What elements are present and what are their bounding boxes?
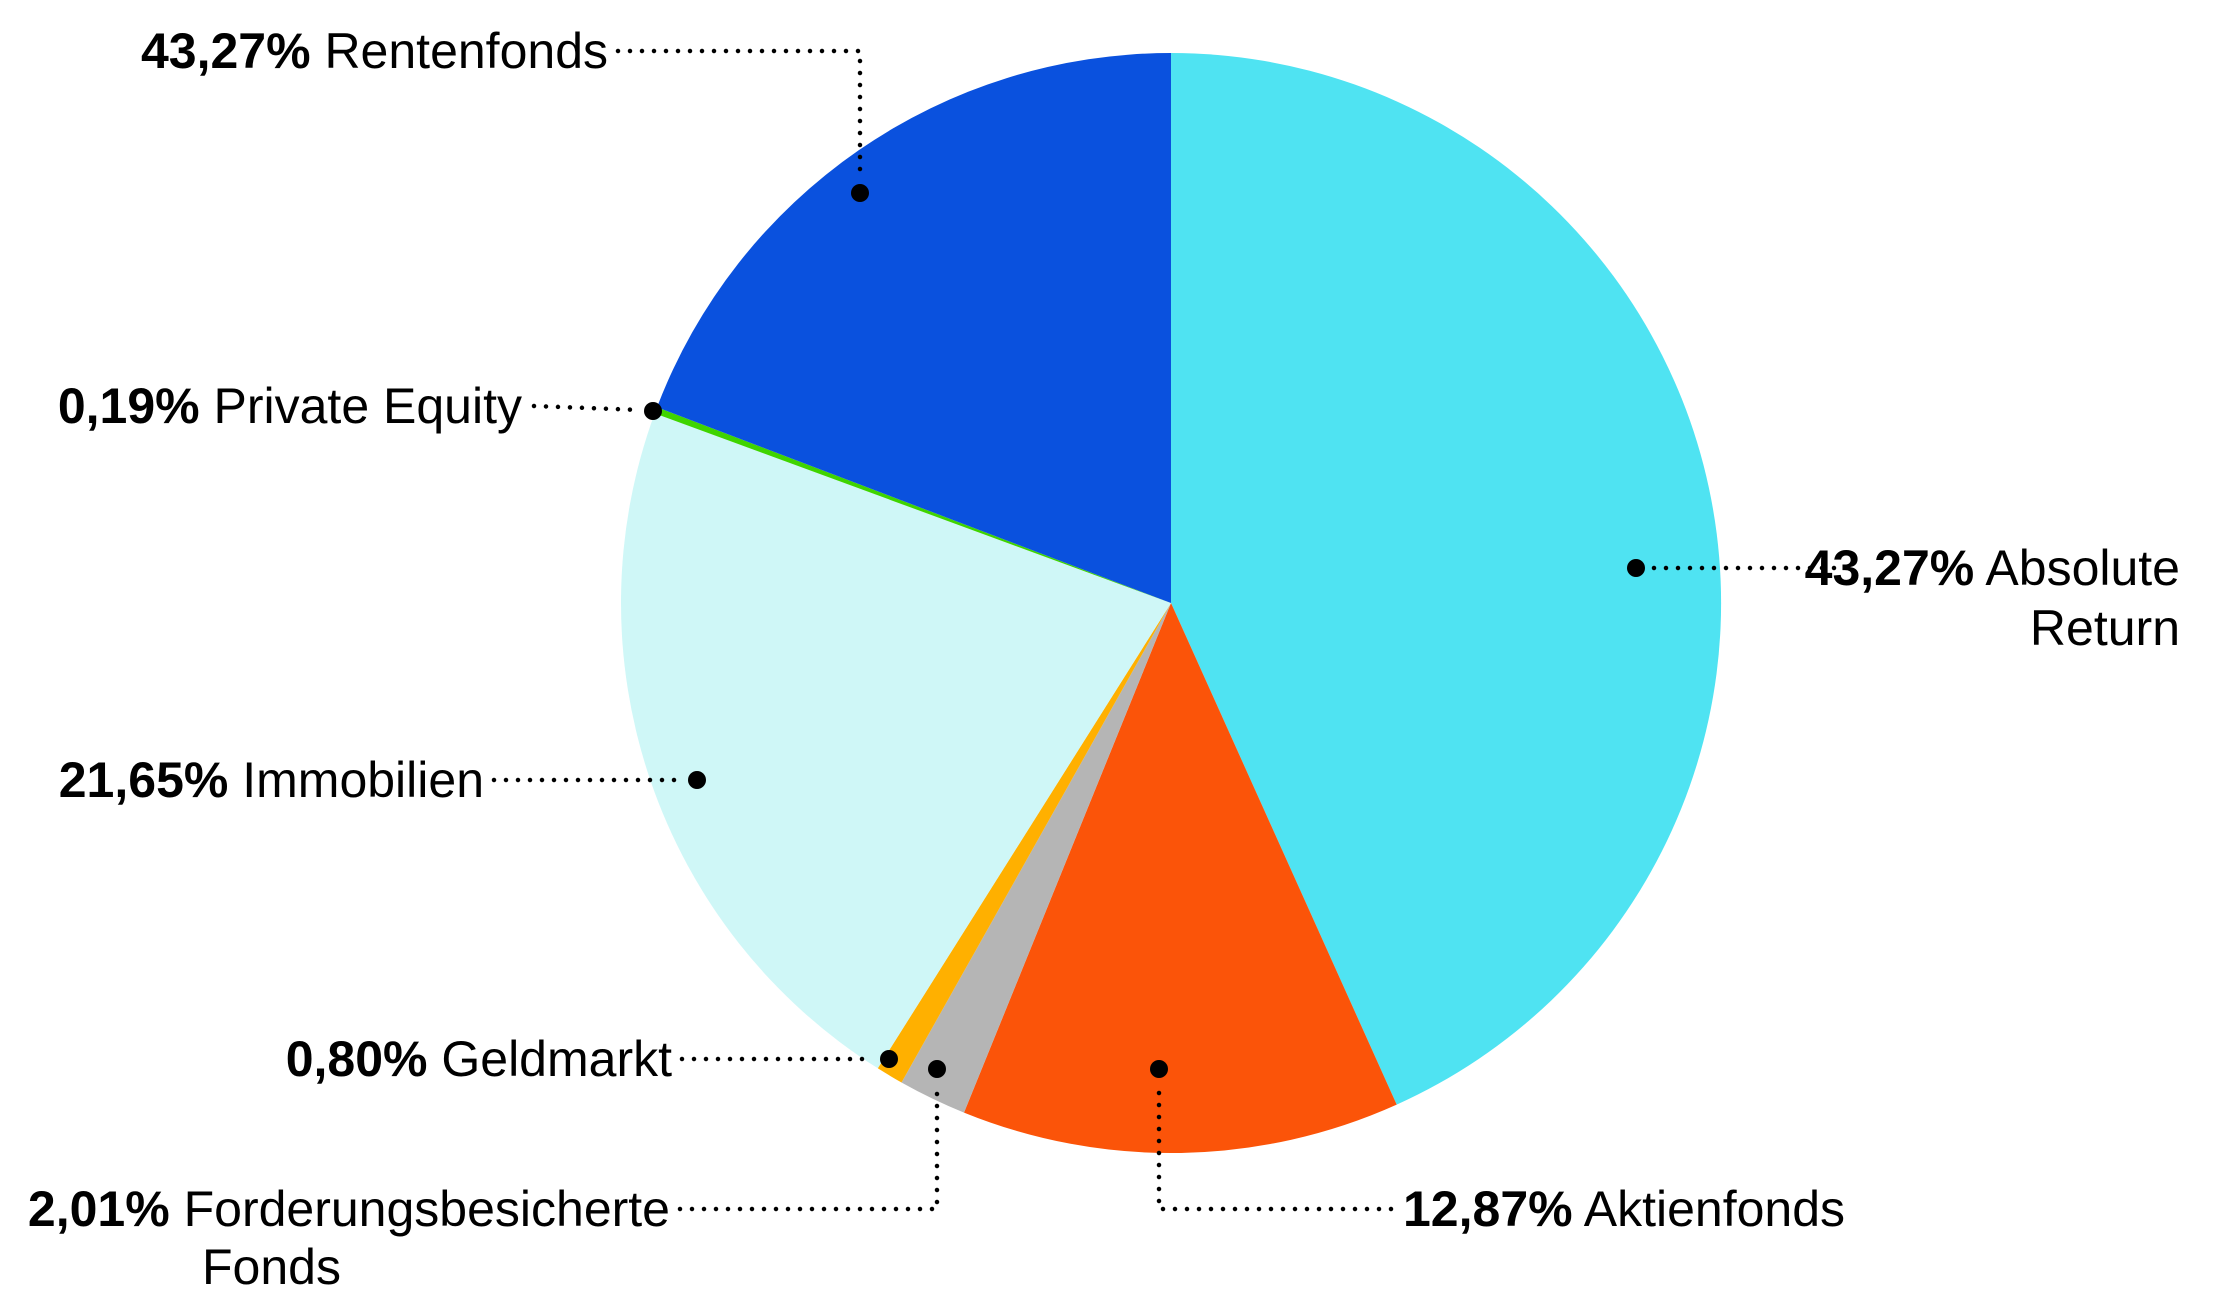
callout-private-equity: 0,19% Private Equity xyxy=(58,377,522,435)
pie-slice-absolute-return xyxy=(1171,52,1722,1105)
callout-pct: 2,01% xyxy=(27,1181,170,1237)
callout-aktienfonds: 12,87% Aktienfonds xyxy=(1403,1180,1845,1238)
callout-leaders xyxy=(491,48,1837,1212)
callout-label: Rentenfonds xyxy=(324,23,608,79)
callout-rentenfonds: 43,27% Rentenfonds xyxy=(141,22,608,80)
callout-label: Absolute xyxy=(1985,540,2180,596)
callout-label: Forderungsbesicherte xyxy=(183,1181,670,1237)
anchor-dot-private-equity xyxy=(644,402,662,420)
leader-aktienfonds xyxy=(1156,1083,1394,1212)
callout-line1: 43,27% Absolute xyxy=(1805,538,2180,598)
callout-label-line2: Fonds xyxy=(202,1239,341,1292)
pie-slice-private-equity xyxy=(654,407,1171,603)
pie xyxy=(620,52,1722,1154)
pie-slice-aktienfonds xyxy=(964,603,1397,1154)
callout-label-line2: Return xyxy=(2029,600,2180,656)
callout-immobilien: 21,65% Immobilien xyxy=(59,751,484,809)
callout-geldmarkt: 0,80% Geldmarkt xyxy=(286,1030,672,1088)
anchor-dot-forderungsbesicherte-fonds xyxy=(928,1060,946,1078)
leader-private-equity xyxy=(531,403,643,413)
callout-label: Geldmarkt xyxy=(441,1031,672,1087)
pie-slice-rentenfonds xyxy=(657,53,1171,603)
anchor-dot-aktienfonds xyxy=(1150,1060,1168,1078)
callout-label: Immobilien xyxy=(242,752,484,808)
leader-forderungsbesicherte-fonds xyxy=(677,1083,940,1212)
anchor-dot-rentenfonds xyxy=(851,184,869,202)
leader-rentenfonds xyxy=(615,48,863,181)
pie-slice-immobilien xyxy=(620,413,1171,1069)
callout-pct: 43,27% xyxy=(140,23,311,79)
callout-pct: 0,19% xyxy=(57,378,200,434)
callout-pct: 43,27% xyxy=(1804,540,1975,596)
callout-label: Private Equity xyxy=(213,378,522,434)
callout-pct: 12,87% xyxy=(1403,1181,1573,1237)
callout-forderungsbesicherte-fonds-line2: Fonds xyxy=(202,1238,341,1292)
anchor-dot-absolute-return xyxy=(1627,559,1645,577)
pie-slice-forderungsbesicherte-fonds xyxy=(901,603,1171,1113)
callout-forderungsbesicherte-fonds-line1: 2,01% Forderungsbesicherte xyxy=(28,1180,670,1238)
callout-pct: 21,65% xyxy=(58,752,229,808)
callout-pct: 0,80% xyxy=(285,1031,428,1087)
callout-label: Aktienfonds xyxy=(1583,1181,1846,1237)
pie-slice-geldmarkt xyxy=(877,603,1171,1083)
callout-absolute-return: 43,27% Absolute Return xyxy=(1805,538,2180,658)
anchor-dot-geldmarkt xyxy=(880,1050,898,1068)
anchor-dot-immobilien xyxy=(688,771,706,789)
